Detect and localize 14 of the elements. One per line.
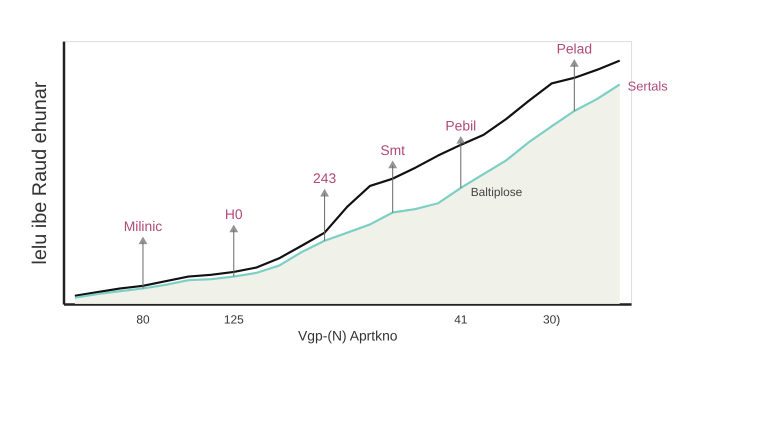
annotation: Pelad: [556, 40, 592, 56]
annotation: Milinic: [124, 218, 162, 234]
y-axis-title: lelu ibe Raud ehunar: [29, 81, 52, 265]
x-tick-label: 41: [454, 312, 468, 326]
annotation: Smt: [380, 142, 406, 158]
series-label: Sertals: [628, 78, 668, 94]
x-axis-title: Vgp-(N) Aprtkno: [298, 327, 398, 344]
x-tick-label: 80: [136, 312, 150, 326]
x-tick-label: 30): [543, 312, 560, 326]
x-tick-label: 125: [224, 312, 244, 326]
annotation: H0: [224, 206, 243, 222]
annotation: Baltiplose: [470, 184, 523, 199]
annotation: 243: [313, 170, 336, 186]
annotation: Pebil: [445, 117, 476, 134]
